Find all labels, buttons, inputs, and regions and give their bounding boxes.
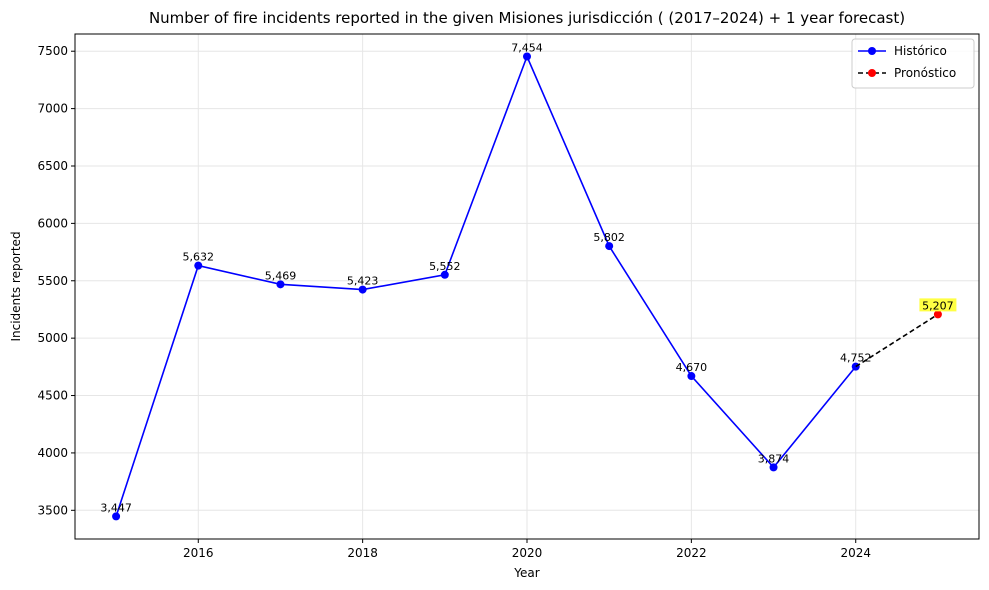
data-label: 5,802 (593, 231, 625, 244)
data-point (358, 285, 367, 294)
data-point (276, 280, 285, 289)
data-label: 3,447 (100, 501, 132, 514)
y-tick-label: 5500 (37, 274, 68, 288)
y-tick-label: 5000 (37, 331, 68, 345)
legend-marker (868, 47, 876, 55)
data-point (933, 310, 942, 319)
y-tick-label: 7500 (37, 44, 68, 58)
y-tick-label: 6000 (37, 216, 68, 230)
data-label: 7,454 (511, 41, 543, 54)
data-label: 4,752 (840, 352, 872, 365)
series-line-0 (115, 54, 857, 517)
series-layer (112, 52, 942, 521)
grid (75, 34, 979, 539)
x-tick-label: 2022 (676, 546, 707, 560)
data-point (687, 372, 696, 381)
y-tick-label: 4000 (37, 446, 68, 460)
y-tick-label: 3500 (37, 503, 68, 517)
legend-label: Histórico (894, 44, 947, 58)
data-point (523, 52, 531, 61)
legend-marker (868, 69, 876, 77)
y-tick-label: 4500 (37, 389, 68, 403)
data-point (440, 270, 449, 279)
data-label: 3,874 (758, 452, 790, 465)
y-axis: 3500 4000 4500 5000 5500 6000 6500 7000 7500 (37, 44, 75, 517)
legend: Histórico Pronóstico (851, 38, 975, 89)
x-tick-label: 2024 (840, 546, 871, 560)
data-point (194, 261, 203, 270)
data-label: 5,552 (429, 260, 461, 273)
data-label: 5,632 (183, 251, 215, 264)
data-label: 5,207 (922, 299, 954, 312)
x-axis-label: Year (513, 566, 539, 580)
forecast-label-highlight (919, 298, 957, 312)
x-tick-label: 2016 (183, 546, 214, 560)
data-point (769, 463, 778, 472)
x-tick-label: 2018 (347, 546, 378, 560)
data-label: 4,670 (676, 361, 708, 374)
x-axis: 2016 2018 2020 2022 2024 (183, 539, 871, 560)
series-line-1 (855, 313, 939, 368)
y-tick-label: 7000 (37, 102, 68, 116)
data-point (112, 512, 121, 521)
legend-label: Pronóstico (894, 66, 956, 80)
data-point (605, 242, 614, 251)
chart-title: Number of fire incidents reported in the… (149, 9, 905, 27)
data-label: 5,469 (265, 269, 297, 282)
x-tick-label: 2020 (512, 546, 543, 560)
y-tick-label: 6500 (37, 159, 68, 173)
data-label: 5,423 (347, 275, 379, 288)
data-labels: 3,447 5,632 5,469 5,423 5,552 7,454 5,802 4,670… (100, 41, 957, 514)
y-axis-label: Incidents reported (9, 231, 23, 341)
